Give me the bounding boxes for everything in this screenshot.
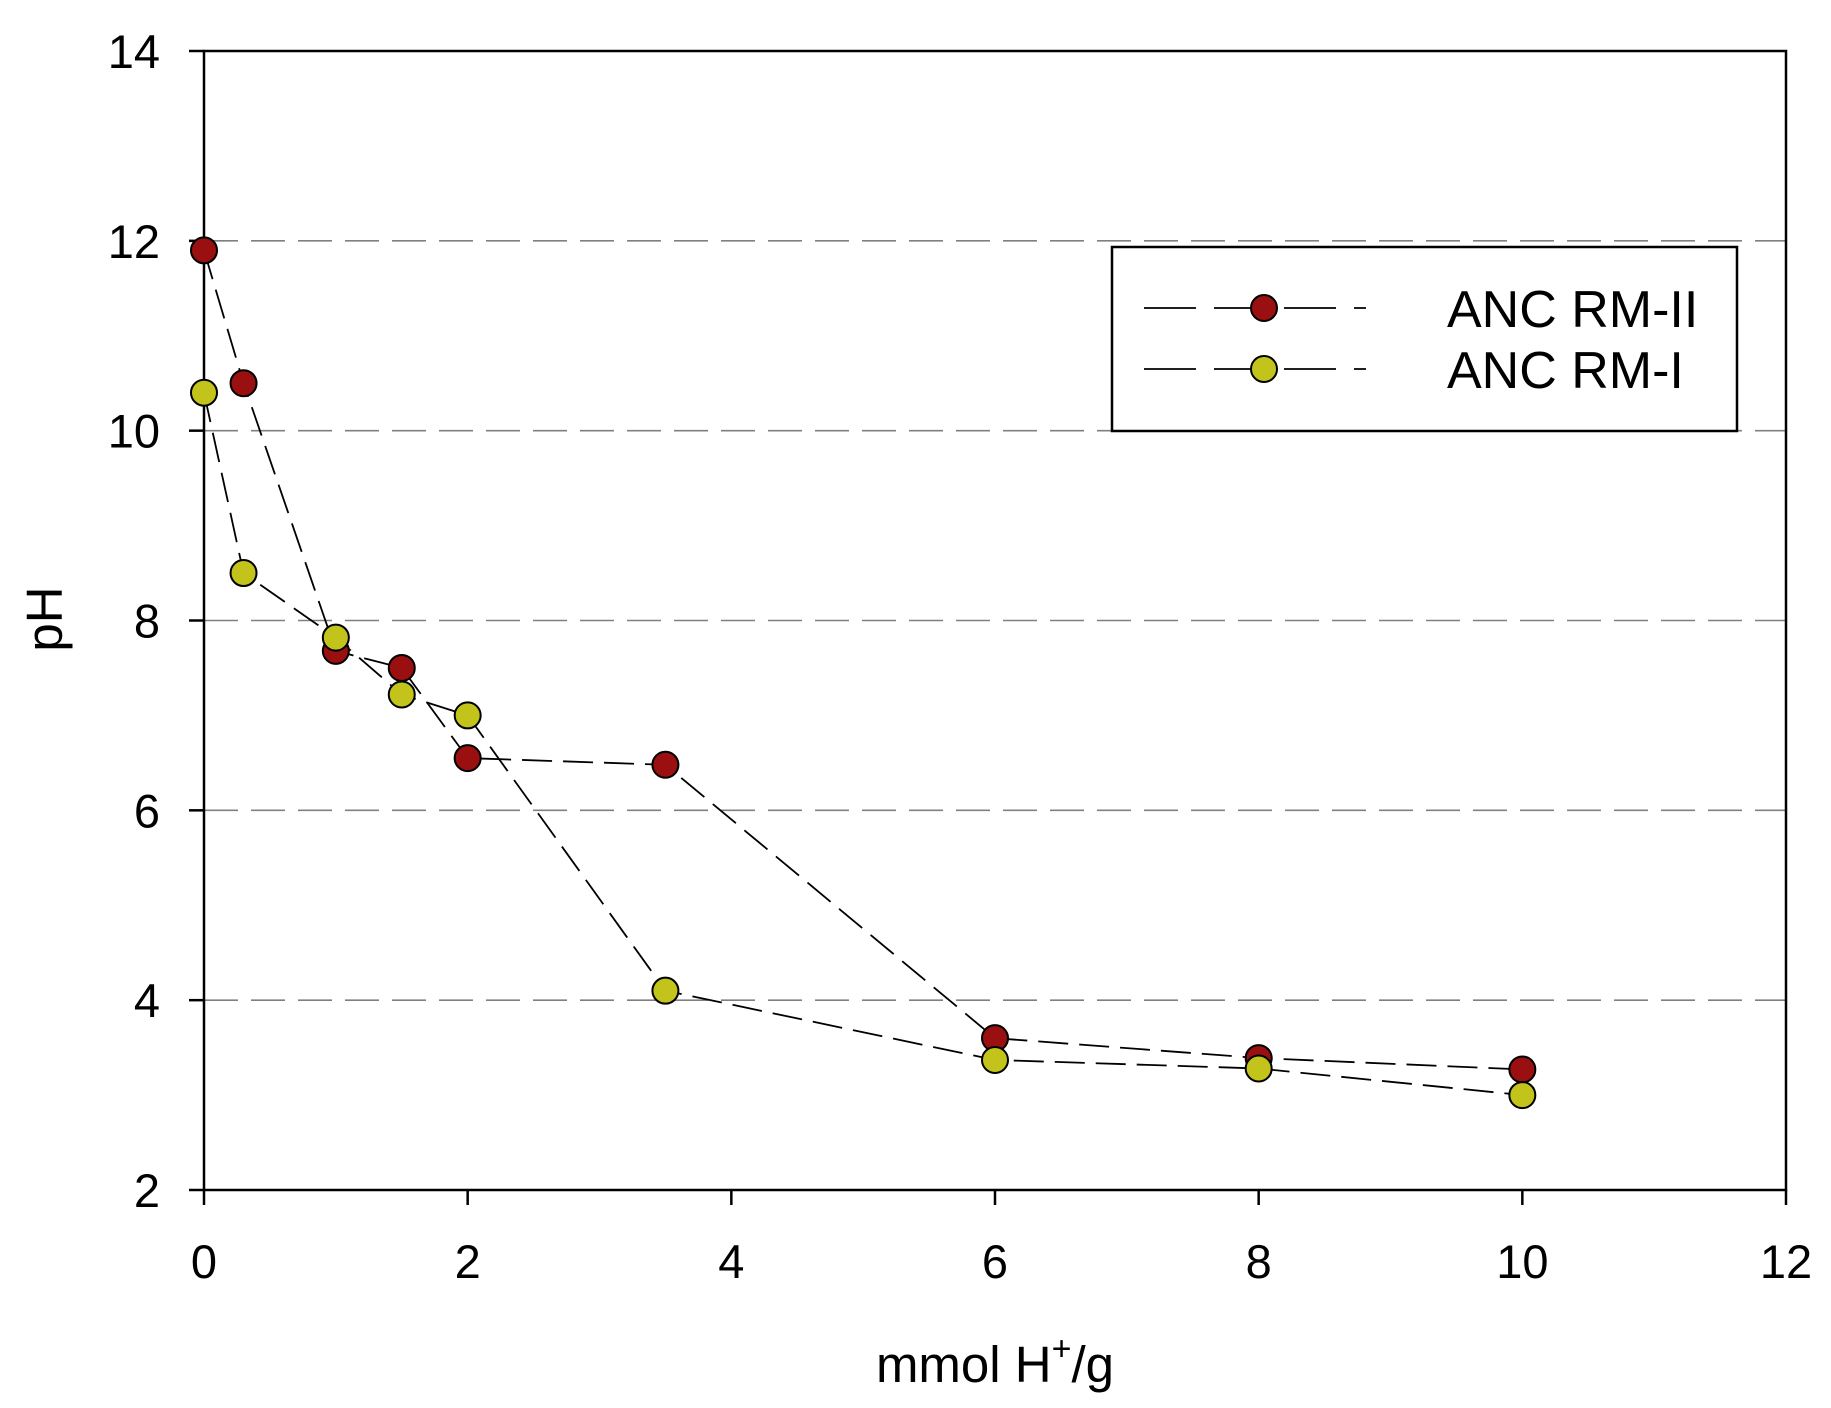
x-tick-label-2: 2 xyxy=(455,1235,481,1288)
series-layer xyxy=(190,236,1537,1110)
x-axis-label-base: mmol H xyxy=(876,1336,1052,1393)
data-point-anc-rm-i-0 xyxy=(190,378,218,407)
x-axis-label-tail: /g xyxy=(1071,1336,1114,1393)
x-tick-label-8: 8 xyxy=(1246,1235,1272,1288)
y-tick-label-14: 14 xyxy=(108,25,160,78)
y-axis-ticks: 2 4 6 8 10 12 14 xyxy=(108,25,204,1217)
y-tick-label-8: 8 xyxy=(134,595,160,648)
legend-entry-anc-rm-i: ANC RM-I xyxy=(1144,342,1684,400)
legend-box xyxy=(1110,245,1739,433)
y-tick-label-4: 4 xyxy=(134,974,160,1027)
x-tick-label-10: 10 xyxy=(1496,1235,1548,1288)
data-point-anc-rm-i-6 xyxy=(981,1045,1009,1074)
x-tick-label-6: 6 xyxy=(982,1235,1008,1288)
legend-marker-anc-rm-i xyxy=(1250,355,1278,383)
x-axis-label-superscript: + xyxy=(1052,1330,1072,1368)
data-point-anc-rm-ii-5 xyxy=(651,750,680,779)
x-tick-label-12: 12 xyxy=(1760,1235,1812,1288)
x-axis-ticks: 0 2 4 6 8 10 12 xyxy=(191,1190,1812,1288)
data-point-anc-rm-ii-0 xyxy=(190,236,218,265)
y-tick-label-6: 6 xyxy=(134,784,160,837)
data-point-anc-rm-ii-3 xyxy=(387,653,416,682)
data-point-anc-rm-ii-1 xyxy=(229,369,258,398)
data-point-anc-rm-i-8 xyxy=(1508,1081,1537,1110)
y-tick-label-2: 2 xyxy=(134,1164,160,1217)
x-tick-label-4: 4 xyxy=(718,1235,744,1288)
x-tick-label-0: 0 xyxy=(191,1235,217,1288)
data-point-anc-rm-i-5 xyxy=(651,976,680,1005)
legend-entry-anc-rm-ii: ANC RM-II xyxy=(1144,281,1698,339)
y-tick-label-10: 10 xyxy=(108,405,160,458)
y-axis-label: pH xyxy=(16,586,73,651)
legend-label-anc-rm-i: ANC RM-I xyxy=(1447,342,1684,400)
legend-marker-anc-rm-ii xyxy=(1250,294,1278,322)
x-axis-label: mmol H+/g xyxy=(876,1330,1114,1393)
data-point-anc-rm-i-3 xyxy=(387,680,416,709)
data-point-anc-rm-i-2 xyxy=(321,623,350,652)
data-point-anc-rm-i-1 xyxy=(229,559,258,588)
y-tick-label-12: 12 xyxy=(108,215,160,268)
data-point-anc-rm-i-7 xyxy=(1244,1054,1273,1083)
data-point-anc-rm-ii-8 xyxy=(1508,1055,1537,1084)
data-point-anc-rm-i-4 xyxy=(453,701,482,730)
data-point-anc-rm-ii-4 xyxy=(453,744,482,773)
legend-label-anc-rm-ii: ANC RM-II xyxy=(1447,281,1698,339)
